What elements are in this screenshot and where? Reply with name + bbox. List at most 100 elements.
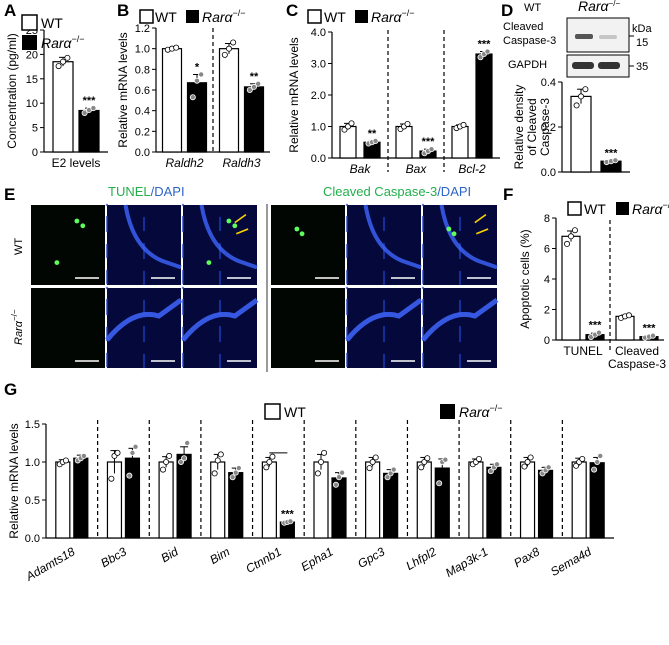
data-point [287,518,294,525]
nucleus [345,298,349,302]
category-label: Ctnnb1 [243,544,284,575]
apoptotic-signal [299,231,305,237]
significance-label: *** [589,320,603,332]
nucleus [458,355,462,359]
category-label: Adamts18 [23,544,78,584]
data-point [232,469,239,476]
nucleus [105,217,109,221]
y-tick-label: 0.4 [135,106,150,118]
nucleus [458,363,462,367]
category-label: Bim [207,544,232,566]
nucleus [421,273,425,277]
epithelium [345,297,423,342]
blot-band2-ko [598,62,620,69]
nucleus [181,215,185,219]
nucleus [218,309,222,313]
nucleus [345,356,349,360]
data-point [564,240,571,247]
nucleus [218,216,222,220]
nucleus [218,303,222,307]
nucleus [218,331,222,335]
nucleus [142,299,146,303]
apoptotic-signal [226,218,232,224]
nucleus [105,251,109,255]
nucleus [458,333,462,337]
blot-ko-label: Rarα−/− [578,0,620,14]
nucleus [181,362,185,366]
panel-a-label: A [4,1,16,20]
y-tick-label: 1.2 [135,23,150,35]
nucleus [105,298,109,302]
significance-label: *** [643,323,657,335]
nucleus [382,331,386,335]
legend-ko-swatch [22,35,37,50]
nucleus [421,215,425,219]
data-point [387,470,394,477]
y-tick-label: 1.5 [25,419,40,431]
data-point [266,458,273,465]
nucleus [142,256,146,260]
legend-wt-label: WT [324,9,346,25]
nucleus [345,203,349,207]
nucleus [142,365,146,369]
caspase-title: Cleaved Caspase-3/DAPI [323,184,471,199]
nucleus [181,225,185,229]
nucleus [382,365,386,369]
nucleus [105,227,109,231]
data-point [493,461,500,468]
nucleus [345,243,349,247]
nucleus [458,331,462,335]
y-axis-label: Apoptotic cells (%) [518,229,532,328]
legend-g: WT Rarα−/− [264,403,503,420]
nucleus [458,301,462,305]
bar-ko [243,86,265,153]
data-point [339,469,346,476]
nucleus [142,274,146,278]
bar-ko [124,457,141,539]
nucleus [181,356,185,360]
nucleus [181,255,185,259]
nucleus [345,247,349,251]
nucleus [218,339,222,343]
bar-wt [468,461,484,539]
bar-wt [395,125,413,159]
significance-label: *** [422,136,436,148]
legend-wt-label: WT [284,404,306,420]
data-point [424,455,431,462]
legend-wt-swatch [139,9,154,24]
nucleus [421,281,425,285]
nucleus [421,364,425,368]
nucleus [218,329,222,333]
blot-band2-wt [572,62,594,69]
nucleus [382,307,386,311]
nucleus [142,226,146,230]
y-tick-label: 0.0 [25,533,40,545]
nucleus [105,306,109,310]
nucleus [142,361,146,365]
data-point [348,120,355,127]
apoptotic-signal [74,218,80,224]
data-point [625,312,632,319]
category-label: Gpc3 [355,544,387,571]
nucleus [142,359,146,363]
nucleus [105,229,109,233]
nucleus [181,279,185,283]
legend-wt-swatch [264,403,281,420]
bar-ko [186,82,208,153]
nucleus [105,358,109,362]
legend-wt-swatch [307,9,322,24]
nucleus [421,308,425,312]
nucleus [218,276,222,280]
blot-wt-label: WT [524,2,541,14]
data-point [591,466,598,473]
data-point [573,462,580,469]
nucleus [421,298,425,302]
data-point [390,466,397,473]
bar-ko [73,457,89,539]
data-point [114,449,121,456]
panel-g-chart: 0.0 0.5 1.0 1.5 Relative mRNA levelsAdamts18… [7,419,614,584]
data-point [332,481,339,488]
nucleus [105,312,109,316]
nucleus [218,220,222,224]
